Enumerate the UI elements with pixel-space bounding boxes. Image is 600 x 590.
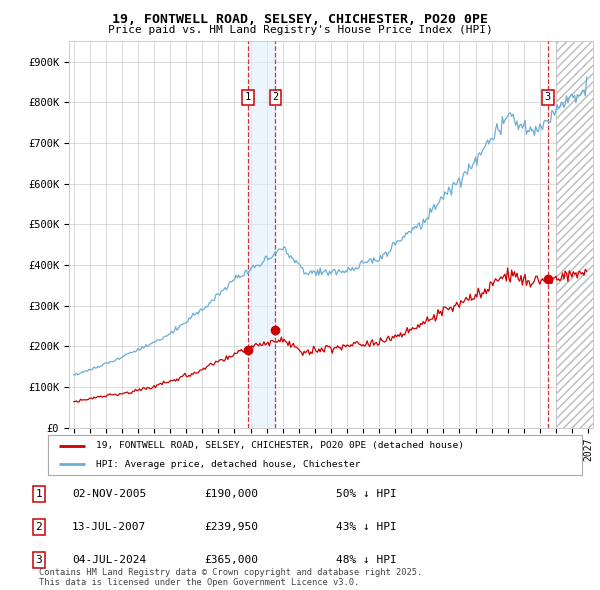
Text: 2: 2 — [272, 93, 278, 102]
Bar — [556, 41, 593, 428]
Text: 02-NOV-2005: 02-NOV-2005 — [72, 489, 146, 499]
Text: Price paid vs. HM Land Registry's House Price Index (HPI): Price paid vs. HM Land Registry's House … — [107, 25, 493, 35]
Text: 1: 1 — [245, 93, 251, 102]
Text: 19, FONTWELL ROAD, SELSEY, CHICHESTER, PO20 0PE (detached house): 19, FONTWELL ROAD, SELSEY, CHICHESTER, P… — [96, 441, 464, 450]
Bar — [248, 41, 275, 428]
Text: 3: 3 — [35, 555, 43, 565]
Text: HPI: Average price, detached house, Chichester: HPI: Average price, detached house, Chic… — [96, 460, 361, 468]
Text: 13-JUL-2007: 13-JUL-2007 — [72, 522, 146, 532]
Text: 19, FONTWELL ROAD, SELSEY, CHICHESTER, PO20 0PE: 19, FONTWELL ROAD, SELSEY, CHICHESTER, P… — [112, 13, 488, 26]
Text: £365,000: £365,000 — [204, 555, 258, 565]
Text: 2: 2 — [35, 522, 43, 532]
Text: 04-JUL-2024: 04-JUL-2024 — [72, 555, 146, 565]
Text: 43% ↓ HPI: 43% ↓ HPI — [336, 522, 397, 532]
Text: Contains HM Land Registry data © Crown copyright and database right 2025.
This d: Contains HM Land Registry data © Crown c… — [39, 568, 422, 587]
Text: 48% ↓ HPI: 48% ↓ HPI — [336, 555, 397, 565]
Text: £239,950: £239,950 — [204, 522, 258, 532]
Text: 1: 1 — [35, 489, 43, 499]
Text: 3: 3 — [545, 93, 551, 102]
Text: £190,000: £190,000 — [204, 489, 258, 499]
Text: 50% ↓ HPI: 50% ↓ HPI — [336, 489, 397, 499]
